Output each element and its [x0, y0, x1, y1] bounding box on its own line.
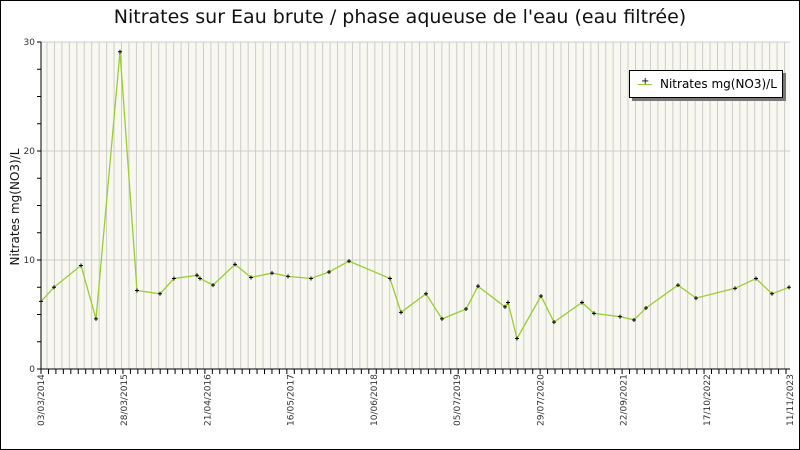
data-point-marker	[327, 269, 331, 274]
data-point-marker	[770, 291, 774, 296]
data-point-marker	[515, 336, 519, 341]
x-tick-label: 11/11/2023	[786, 374, 796, 426]
data-point-marker	[309, 276, 313, 281]
data-point-marker	[632, 317, 636, 322]
x-tick-label: 10/06/2018	[370, 374, 380, 426]
x-tick-label: 22/09/2021	[620, 374, 630, 426]
data-point-marker	[539, 293, 543, 298]
data-point-marker	[694, 296, 698, 301]
data-point-marker	[94, 316, 98, 321]
data-point-marker	[233, 262, 237, 267]
data-point-marker	[347, 259, 351, 264]
data-point-marker	[464, 307, 468, 312]
data-point-marker	[506, 300, 510, 305]
data-point-marker	[249, 275, 253, 280]
x-tick-label: 21/04/2016	[203, 374, 213, 426]
data-point-marker	[592, 311, 596, 316]
data-point-marker	[399, 310, 403, 315]
legend: Nitrates mg(NO3)/L	[629, 70, 783, 98]
y-tick-label: 0	[29, 365, 35, 375]
data-point-marker	[158, 291, 162, 296]
data-point-marker	[211, 283, 215, 288]
data-point-marker	[388, 276, 392, 281]
x-tick-label: 16/05/2017	[287, 374, 297, 426]
data-point-marker	[79, 263, 83, 268]
data-point-marker	[440, 316, 444, 321]
data-point-marker	[424, 291, 428, 296]
data-point-marker	[172, 276, 176, 281]
data-point-marker	[618, 314, 622, 319]
data-point-marker	[787, 285, 791, 290]
data-point-marker	[195, 273, 199, 278]
legend-label: Nitrates mg(NO3)/L	[660, 77, 777, 91]
y-tick-label: 10	[24, 256, 36, 266]
data-point-marker	[118, 49, 122, 54]
data-line	[40, 51, 790, 341]
y-tick-label: 20	[24, 147, 36, 157]
data-point-marker	[198, 276, 202, 281]
data-point-marker	[476, 284, 480, 289]
x-tick-label: 03/03/2014	[37, 374, 47, 426]
chart-title: Nitrates sur Eau brute / phase aqueuse d…	[113, 6, 687, 28]
x-tick-label: 05/07/2019	[453, 374, 463, 426]
data-point-marker	[676, 283, 680, 288]
data-point-marker	[39, 299, 43, 304]
data-point-marker	[52, 285, 56, 290]
data-point-marker	[503, 304, 507, 309]
data-point-marker	[754, 276, 758, 281]
data-point-marker	[644, 305, 648, 310]
data-point-marker	[270, 271, 274, 276]
data-point-marker	[552, 320, 556, 325]
data-point-marker	[580, 300, 584, 305]
x-tick-label: 29/07/2020	[536, 374, 546, 426]
legend-line-marker-icon	[638, 76, 652, 87]
x-tick-label: 28/03/2015	[120, 374, 130, 426]
data-point-marker	[733, 286, 737, 291]
y-tick-label: 30	[24, 38, 36, 48]
x-tick-label: 17/10/2022	[703, 374, 713, 426]
data-point-marker	[286, 274, 290, 279]
data-point-marker	[135, 288, 139, 293]
